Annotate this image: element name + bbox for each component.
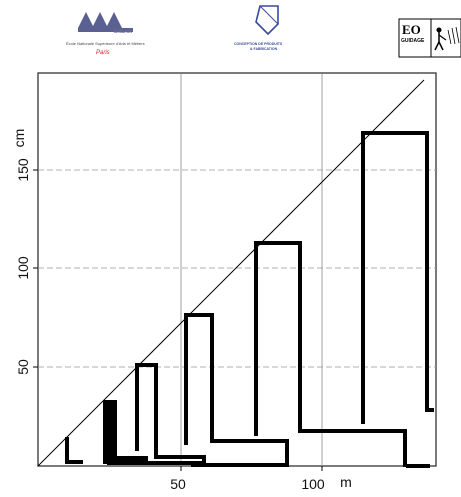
- panel-3: [107, 363, 206, 465]
- ensam-subtitle: École Nationale Supérieure d'Arts et Mét…: [66, 41, 145, 46]
- ensam-wordmark: ENSAM: [114, 29, 133, 35]
- ensam-logo: ENSAM École Nationale Supérieure d'Arts …: [60, 12, 150, 62]
- header-logos: ENSAM École Nationale Supérieure d'Arts …: [0, 0, 461, 62]
- ensam-emblem-icon: [78, 12, 133, 32]
- eo-subtitle: GUIDAGE: [401, 38, 425, 44]
- eo-guidage-logo: EO GUIDAGE: [398, 18, 461, 60]
- cpf-emblem-icon: [255, 5, 279, 36]
- panel-2-base: [103, 456, 148, 464]
- diagonal-line: [37, 79, 425, 467]
- cpf-logo: CONCEPTION DE PRODUITS & FABRICATION: [228, 4, 328, 54]
- x-tick-50: 50: [170, 476, 186, 492]
- end-mark: [406, 464, 430, 468]
- y-axis-unit: cm: [11, 129, 27, 148]
- panel-2-post: [103, 400, 117, 463]
- x-tick-100: 100: [301, 476, 325, 492]
- x-axis-unit: m: [340, 474, 352, 490]
- panel-1-base: [65, 460, 83, 464]
- cpf-line1: CONCEPTION DE PRODUITS: [234, 42, 283, 46]
- y-tick-50: 50: [15, 359, 31, 375]
- panel-5: [254, 241, 407, 467]
- panel-6: [361, 131, 434, 424]
- cpf-line2: & FABRICATION: [250, 47, 278, 51]
- panel-1-post: [65, 437, 69, 464]
- y-tick-150: 150: [15, 158, 31, 182]
- height-distance-diagram: 150 cm 100 50 50 100 m: [11, 72, 437, 492]
- ensam-city: Paris: [96, 50, 110, 56]
- eo-title: EO: [402, 22, 421, 37]
- y-tick-100: 100: [15, 256, 31, 280]
- eo-frame-icon: [398, 18, 461, 58]
- panel-4: [184, 313, 289, 467]
